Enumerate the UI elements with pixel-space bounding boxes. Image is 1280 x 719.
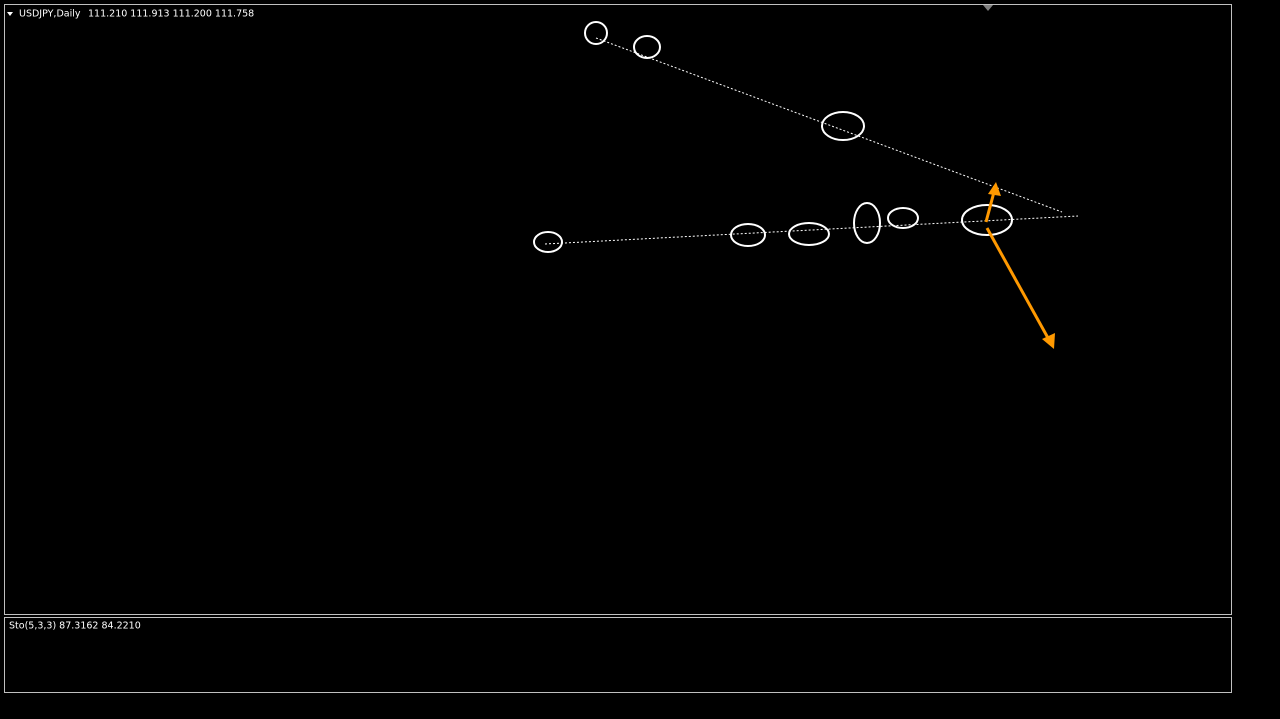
menu-triangle: [7, 12, 13, 16]
arrow-down-head: [1042, 333, 1055, 349]
trendline-lower: [544, 215, 1079, 245]
ohlc: 111.210 111.913 111.200 111.758: [88, 9, 254, 20]
ellipse: [853, 202, 881, 244]
arrow-up: [984, 191, 996, 223]
ellipse: [887, 207, 919, 229]
trendlines: [544, 37, 1079, 245]
ellipses: [533, 21, 1013, 253]
ellipse: [788, 222, 830, 246]
ellipse: [961, 204, 1013, 236]
main-frame: [4, 4, 1232, 615]
trendline-upper: [595, 37, 1063, 213]
ellipse: [821, 111, 865, 141]
ellipse: [633, 35, 661, 59]
sub-frame: [4, 617, 1232, 693]
shift-marker: [983, 5, 993, 11]
arrow-down: [985, 227, 1050, 339]
text-layer: USDJPY,Daily 111.210 111.913 111.200 111…: [7, 9, 254, 632]
ellipse: [584, 21, 608, 45]
ellipse: [730, 223, 766, 247]
symbol: USDJPY,Daily: [19, 9, 81, 20]
ellipse: [533, 231, 563, 253]
arrow-up-head: [988, 182, 1001, 196]
arrows: [984, 182, 1055, 349]
indicator-title: Sto(5,3,3) 87.3162 84.2210: [9, 621, 141, 632]
